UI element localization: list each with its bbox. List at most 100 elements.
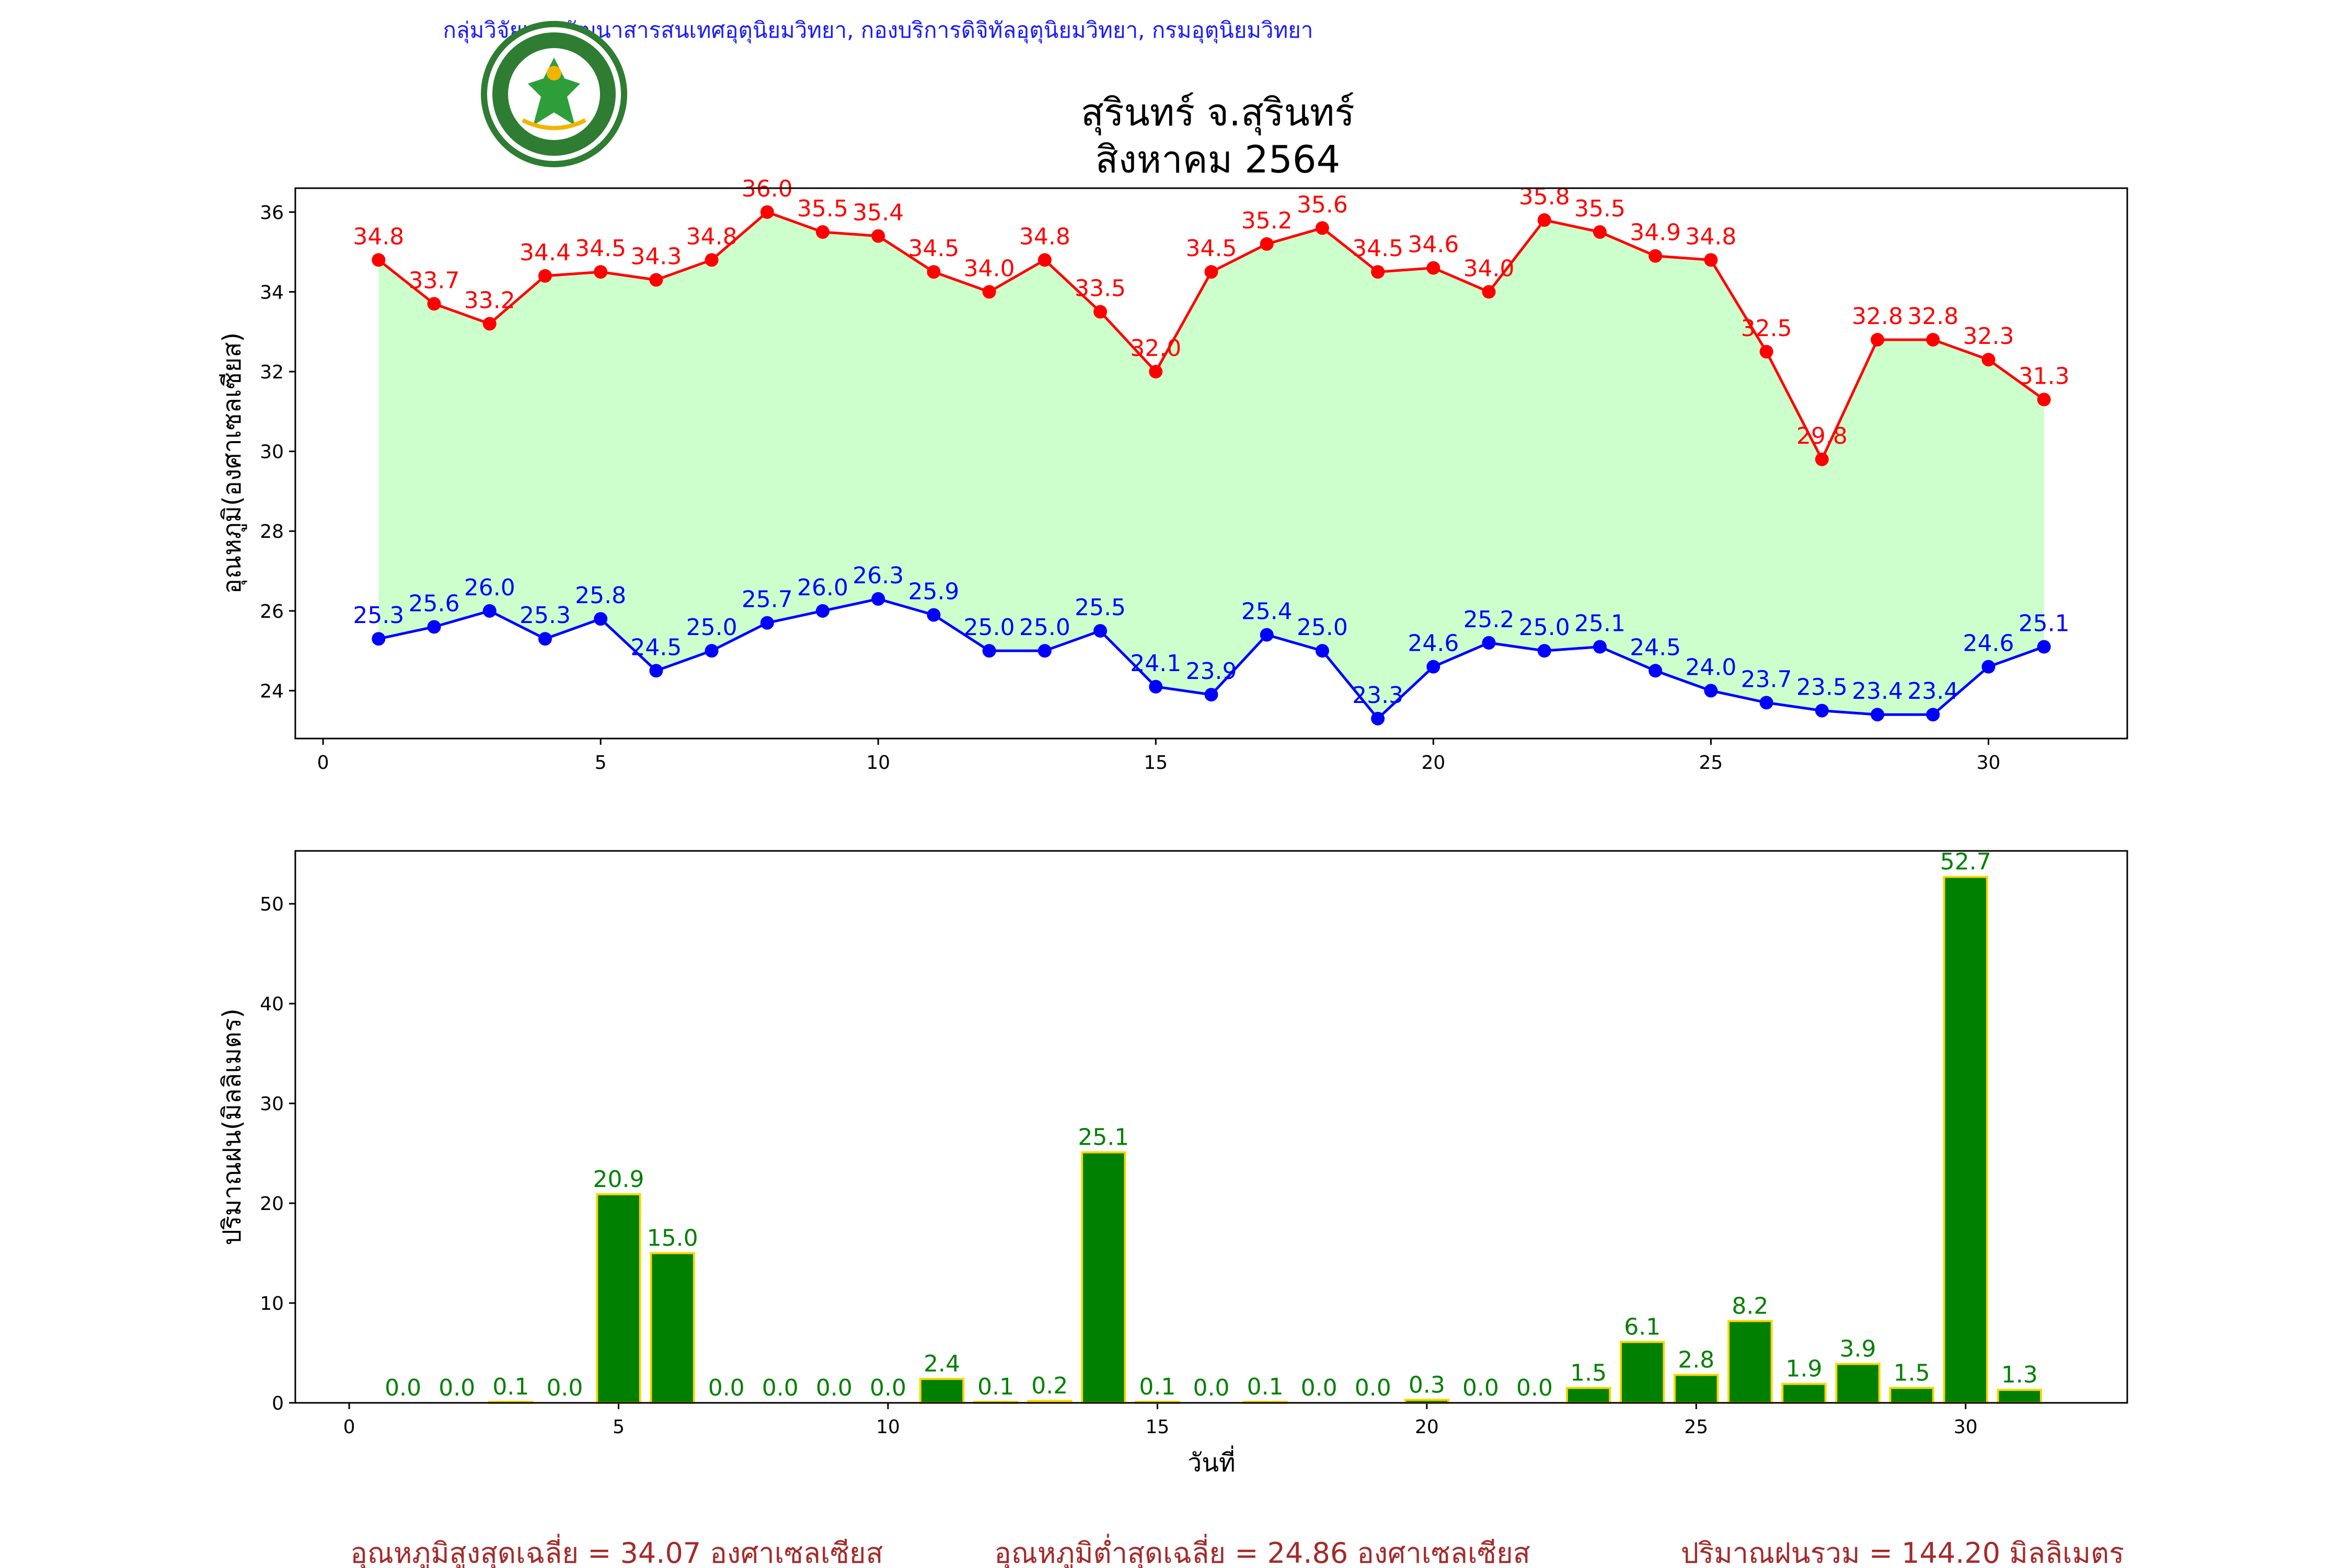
rainfall-bar [1889, 1387, 1934, 1404]
min-temp-point [1759, 696, 1773, 710]
max-temp-point [1926, 332, 1940, 347]
rainfall-x-axis-label: วันที่ [1187, 1445, 1235, 1478]
min-temp-label: 26.0 [464, 574, 515, 601]
max-temp-label: 35.2 [1241, 207, 1293, 234]
max-temp-label: 34.5 [1352, 235, 1403, 262]
max-temp-label: 34.5 [575, 235, 626, 262]
rainfall-label: 0.0 [1355, 1375, 1391, 1401]
max-temp-label: 34.9 [1630, 220, 1681, 246]
max-temp-label: 33.7 [409, 267, 460, 294]
rainfall-label: 1.5 [1894, 1359, 1930, 1386]
rainfall-label: 15.0 [647, 1225, 698, 1252]
min-temp-point [538, 632, 552, 646]
max-temp-label: 34.8 [1685, 223, 1736, 250]
max-temp-label: 35.5 [797, 195, 848, 222]
y-tick-label: 50 [260, 894, 284, 915]
rainfall-label: 3.9 [1840, 1336, 1876, 1363]
min-temp-point [927, 608, 941, 622]
y-tick-label: 26 [260, 601, 284, 622]
rainfall-bar [1619, 1341, 1665, 1404]
max-temp-label: 34.6 [1408, 232, 1459, 258]
min-temp-label: 25.7 [742, 586, 793, 613]
rainfall-bar [1081, 1151, 1126, 1404]
logo-wave [522, 118, 586, 130]
rainfall-label: 0.0 [1193, 1375, 1230, 1401]
y-tick-label: 36 [260, 202, 284, 224]
x-tick-label: 10 [876, 1416, 900, 1438]
max-temp-point [1037, 253, 1052, 267]
min-temp-label: 25.0 [1019, 614, 1070, 641]
rainfall-label: 0.0 [708, 1375, 745, 1401]
max-temp-label: 32.0 [1130, 335, 1181, 362]
rainfall-axis-ticks: 0 5 10 15 20 25 30 0 10 20 30 40 50 [260, 894, 1977, 1438]
total-rain-summary: ปริมาณฝนรวม = 144.20 มิลลิเมตร [1681, 1537, 2124, 1568]
min-temp-point [871, 592, 885, 606]
max-temp-point [649, 273, 663, 287]
max-temp-point [1759, 344, 1773, 359]
chart-title-line1: สุรินทร์ จ.สุรินทร์ [1081, 90, 1355, 135]
min-temp-label: 24.5 [630, 634, 682, 661]
min-temp-point [1926, 708, 1940, 722]
department-logo [481, 21, 627, 167]
x-tick-label: 20 [1415, 1416, 1439, 1438]
rainfall-label: 0.0 [1516, 1375, 1553, 1401]
rainfall-label: 0.0 [385, 1375, 421, 1401]
y-tick-label: 20 [260, 1193, 284, 1215]
min-temp-label: 25.3 [353, 602, 404, 629]
rainfall-label: 0.0 [1462, 1375, 1499, 1401]
x-tick-label: 20 [1421, 752, 1445, 774]
max-temp-label: 34.5 [1186, 235, 1237, 262]
max-temp-point [1537, 213, 1551, 227]
min-temp-point [1648, 664, 1663, 678]
max-temp-point [2037, 393, 2051, 407]
rainfall-bar [596, 1193, 641, 1404]
min-temp-label: 25.2 [1463, 606, 1515, 633]
rainfall-data-labels: 0.0 0.0 0.1 0.0 20.9 15.0 0.0 0.0 0.0 0.0 2.4 0.1 0.… [385, 849, 2038, 1401]
min-temp-label: 25.5 [1075, 594, 1126, 621]
rainfall-label: 0.1 [1139, 1374, 1175, 1400]
x-tick-label: 5 [613, 1416, 625, 1438]
rainfall-label: 0.0 [762, 1375, 799, 1401]
rainfall-label: 0.1 [977, 1374, 1014, 1400]
rainfall-bars [488, 875, 2043, 1404]
max-temp-label: 34.8 [353, 223, 404, 250]
x-tick-label: 10 [866, 752, 890, 774]
rainfall-y-axis-label: ปริมาณฝน(มิลลิเมตร) [217, 1008, 247, 1245]
rainfall-label: 1.5 [1570, 1359, 1607, 1386]
min-temp-point [705, 644, 719, 658]
rainfall-bar [650, 1252, 695, 1404]
max-temp-point [1093, 305, 1108, 319]
x-tick-label: 25 [1684, 1416, 1708, 1438]
min-temp-label: 23.4 [1907, 678, 1958, 705]
y-tick-label: 40 [260, 994, 284, 1015]
rainfall-bar [1727, 1320, 1773, 1404]
max-temp-label: 32.8 [1852, 303, 1903, 330]
min-temp-label: 25.3 [520, 602, 571, 629]
min-temp-point [649, 664, 663, 678]
max-temp-point [1593, 225, 1607, 239]
max-temp-point [482, 317, 497, 331]
min-temp-label: 23.7 [1741, 666, 1792, 693]
max-temp-point [705, 253, 719, 267]
max-temp-point [538, 269, 552, 283]
y-tick-label: 28 [260, 521, 284, 543]
max-temp-point [1149, 365, 1163, 378]
max-temp-label: 32.3 [1963, 323, 2014, 350]
max-temp-point [1315, 221, 1329, 235]
rainfall-label: 0.0 [816, 1375, 852, 1401]
x-tick-label: 5 [595, 752, 607, 774]
min-temp-label: 25.0 [1519, 614, 1570, 641]
rainfall-label: 6.1 [1624, 1314, 1661, 1341]
min-temp-label: 25.0 [964, 614, 1015, 641]
min-temp-point [427, 620, 441, 634]
rainfall-label: 2.8 [1678, 1347, 1714, 1374]
min-temp-label: 24.0 [1685, 654, 1736, 681]
rainfall-label: 8.2 [1732, 1293, 1768, 1319]
rainfall-label: 1.3 [2001, 1362, 2038, 1388]
y-tick-label: 34 [260, 282, 284, 303]
min-temp-point [1426, 660, 1440, 674]
min-temp-label: 23.3 [1352, 682, 1403, 709]
temperature-range-fill [378, 212, 2044, 719]
